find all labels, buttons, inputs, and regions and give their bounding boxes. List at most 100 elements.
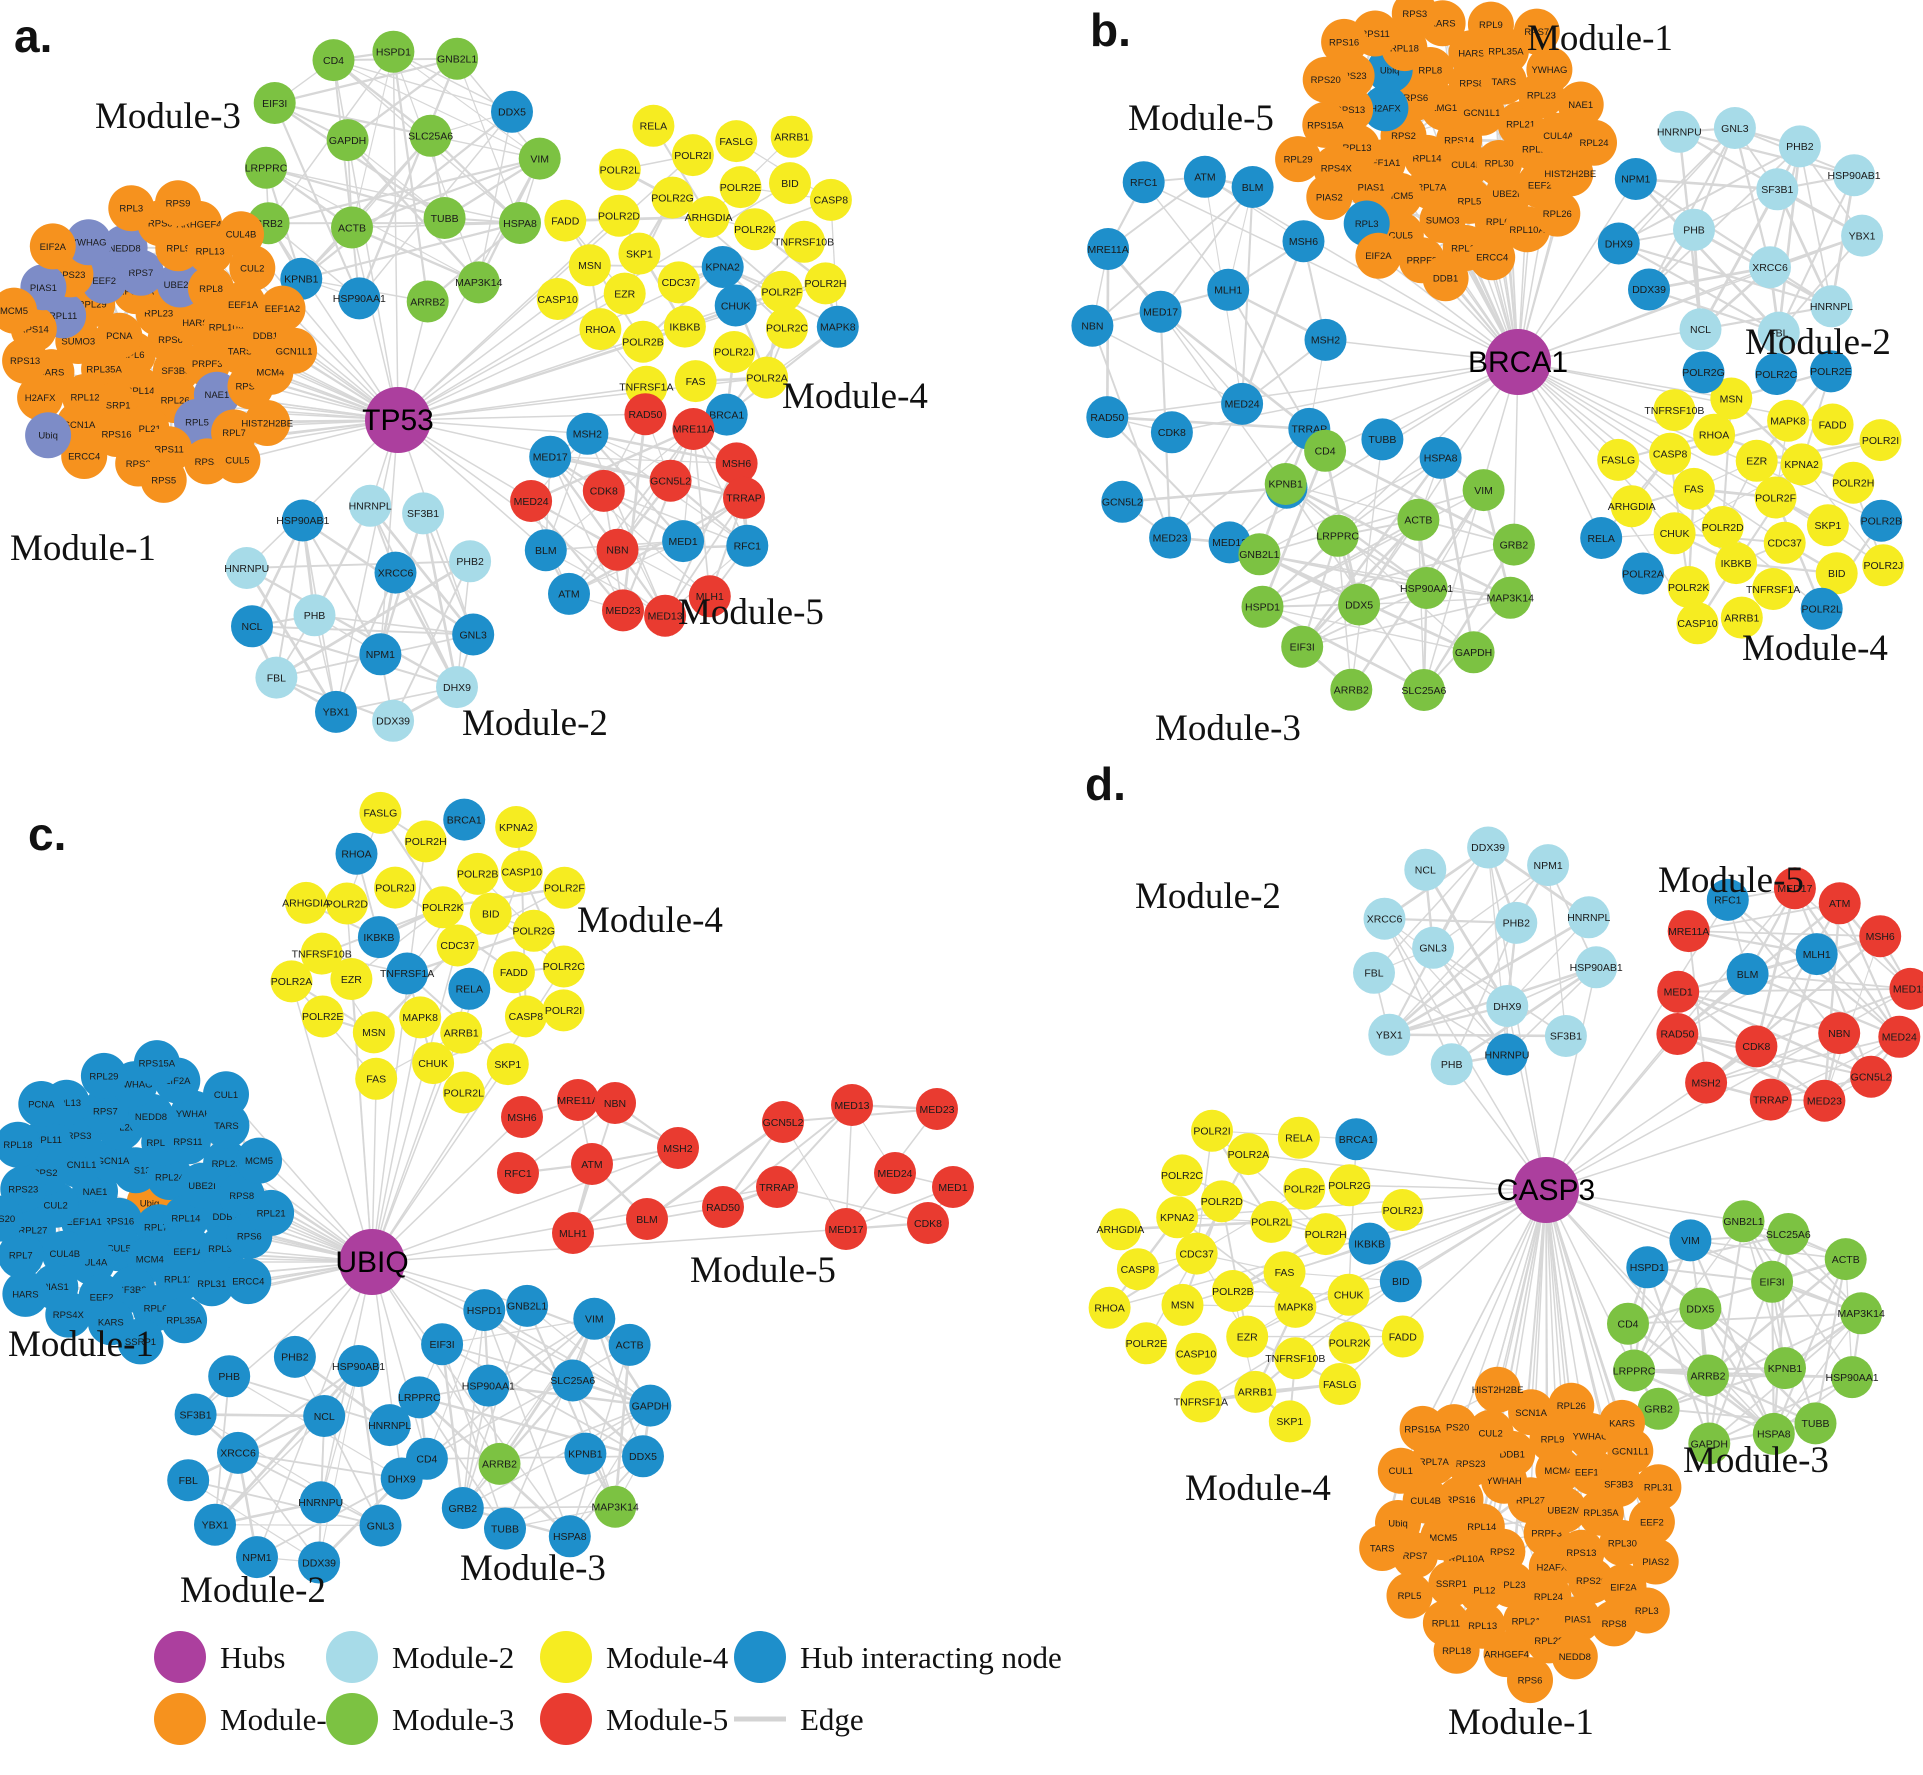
node-CASP8[interactable]: CASP8 [1116, 1248, 1159, 1291]
node-ARRB2[interactable]: ARRB2 [406, 280, 449, 323]
node-circle-RPS3[interactable] [1391, 0, 1438, 37]
node-circle-ARHGDIA[interactable] [687, 196, 730, 238]
node-GNL3[interactable]: GNL3 [359, 1504, 402, 1547]
node-RPL18[interactable]: RPL18 [1433, 1627, 1480, 1674]
node-circle-MSH2[interactable] [1304, 318, 1347, 361]
node-circle-KPNB1[interactable] [1764, 1347, 1806, 1390]
node-circle-SF3B1[interactable] [174, 1393, 217, 1436]
node-circle-GRB2[interactable] [441, 1487, 484, 1529]
node-circle-BLM[interactable] [626, 1198, 668, 1240]
node-FADD[interactable]: FADD [492, 951, 535, 994]
node-XRCC6[interactable]: XRCC6 [374, 551, 417, 594]
node-circle-GAPDH[interactable] [1452, 631, 1495, 674]
node-circle-FASLG[interactable] [1597, 438, 1640, 481]
node-circle-RPL3[interactable] [1623, 1587, 1670, 1634]
node-circle-RPS7[interactable] [1513, 8, 1560, 55]
node-FAS[interactable]: FAS [1672, 467, 1715, 510]
node-circle-SSRP1[interactable] [117, 1318, 164, 1365]
node-ATM[interactable]: ATM [571, 1143, 613, 1185]
node-circle-SCN1A[interactable] [1508, 1389, 1555, 1436]
node-circle-RPS15A[interactable] [1302, 101, 1349, 148]
node-circle-FADD[interactable] [492, 951, 535, 994]
node-circle-ATM[interactable] [571, 1143, 613, 1185]
node-circle-TRRAP[interactable] [723, 476, 765, 519]
node-circle-NBN[interactable] [596, 528, 639, 571]
node-circle-SLC25A6[interactable] [409, 114, 452, 157]
node-HSP90AB1[interactable]: HSP90AB1 [332, 1345, 385, 1387]
node-RPS13[interactable]: RPS13 [2, 337, 49, 384]
node-DDX5[interactable]: DDX5 [1679, 1287, 1722, 1330]
node-circle-BRCA1[interactable] [705, 393, 748, 436]
node-TNFRSF1A[interactable]: TNFRSF1A [1174, 1380, 1228, 1423]
node-POLR2B[interactable]: POLR2B [456, 852, 499, 895]
node-MED23[interactable]: MED23 [916, 1088, 958, 1130]
node-POLR2I[interactable]: POLR2I [1859, 419, 1902, 462]
node-RFC1[interactable]: RFC1 [1706, 878, 1749, 921]
node-CD4[interactable]: CD4 [312, 39, 355, 82]
node-circle-RPS16[interactable] [1321, 18, 1368, 65]
node-circle-HSP90AA1[interactable] [1831, 1356, 1874, 1399]
node-CUL5[interactable]: CUL5 [214, 437, 261, 484]
node-GAPDH[interactable]: GAPDH [629, 1384, 672, 1427]
node-MSH2[interactable]: MSH2 [657, 1127, 699, 1169]
node-ARRB1[interactable]: ARRB1 [770, 115, 813, 158]
node-POLR2H[interactable]: POLR2H [804, 262, 847, 305]
node-circle-MED1[interactable] [932, 1166, 974, 1208]
node-MRE11A[interactable]: MRE11A [1667, 910, 1710, 953]
node-ARRB2[interactable]: ARRB2 [1330, 668, 1373, 711]
node-circle-RHOA[interactable] [1693, 413, 1736, 456]
node-circle-RHOA[interactable] [335, 832, 378, 875]
node-circle-DDX5[interactable] [1679, 1287, 1722, 1330]
node-circle-DHX9[interactable] [1486, 985, 1529, 1027]
node-circle-POLR2I[interactable] [671, 134, 714, 177]
node-circle-MLH1[interactable] [1207, 268, 1250, 311]
node-circle-POLR2L[interactable] [1800, 587, 1843, 630]
node-RPS16[interactable]: RPS16 [1321, 18, 1368, 65]
node-CD4[interactable]: CD4 [1607, 1302, 1649, 1345]
node-circle-HNRNPU[interactable] [1486, 1033, 1528, 1076]
node-POLR2B[interactable]: POLR2B [1211, 1270, 1254, 1312]
node-circle-CUL1[interactable] [203, 1071, 249, 1118]
node-circle-ATM[interactable] [1183, 155, 1226, 198]
node-EIF3I[interactable]: EIF3I [1281, 625, 1324, 668]
node-circle-PHB[interactable] [293, 594, 336, 637]
node-circle-ARHGDIA[interactable] [285, 881, 328, 924]
node-RAD50[interactable]: RAD50 [702, 1186, 744, 1228]
node-circle-RPL35A[interactable] [161, 1297, 208, 1344]
node-circle-POLR2H[interactable] [804, 262, 847, 305]
node-circle-MSH2[interactable] [566, 412, 609, 455]
node-YBX1[interactable]: YBX1 [194, 1503, 236, 1546]
node-IKBKB[interactable]: IKBKB [357, 916, 400, 959]
node-RPL3[interactable]: RPL3 [1623, 1587, 1670, 1634]
node-circle-MAPK8[interactable] [399, 996, 442, 1039]
node-SKP1[interactable]: SKP1 [486, 1043, 529, 1086]
node-GRB2[interactable]: GRB2 [1492, 523, 1535, 566]
node-circle-MLH1[interactable] [552, 1212, 594, 1254]
node-EZR[interactable]: EZR [1226, 1315, 1269, 1358]
node-circle-HSPA8[interactable] [1419, 436, 1462, 479]
node-HARS[interactable]: HARS [2, 1270, 49, 1317]
node-circle-VIM[interactable] [518, 137, 561, 180]
node-circle-ERCC4[interactable] [1469, 234, 1516, 281]
node-circle-NCL[interactable] [1679, 308, 1722, 351]
node-ACTB[interactable]: ACTB [1397, 498, 1440, 541]
node-circle-PHB2[interactable] [449, 540, 492, 583]
node-circle-TUBB[interactable] [1794, 1402, 1837, 1445]
node-DHX9[interactable]: DHX9 [436, 666, 478, 709]
node-circle-YBX1[interactable] [194, 1503, 236, 1546]
node-CUL4B[interactable]: CUL4B [218, 211, 264, 258]
node-POLR2L[interactable]: POLR2L [1250, 1200, 1293, 1243]
node-circle-GAPDH[interactable] [1688, 1422, 1731, 1465]
node-circle-FADD[interactable] [1811, 403, 1854, 446]
node-GNL3[interactable]: GNL3 [1412, 926, 1455, 969]
node-POLR2K[interactable]: POLR2K [1667, 566, 1710, 608]
node-circle-DDX39[interactable] [1467, 826, 1510, 869]
node-FADD[interactable]: FADD [544, 199, 587, 242]
node-circle-POLR2H[interactable] [404, 820, 447, 863]
node-circle-BID[interactable] [1815, 552, 1858, 595]
node-POLR2C[interactable]: POLR2C [543, 945, 585, 988]
node-SSRP1[interactable]: SSRP1 [117, 1318, 164, 1365]
node-VIM[interactable]: VIM [1669, 1219, 1712, 1262]
node-circle-MCM5[interactable] [236, 1137, 282, 1184]
node-circle-KPNA2[interactable] [701, 246, 744, 288]
